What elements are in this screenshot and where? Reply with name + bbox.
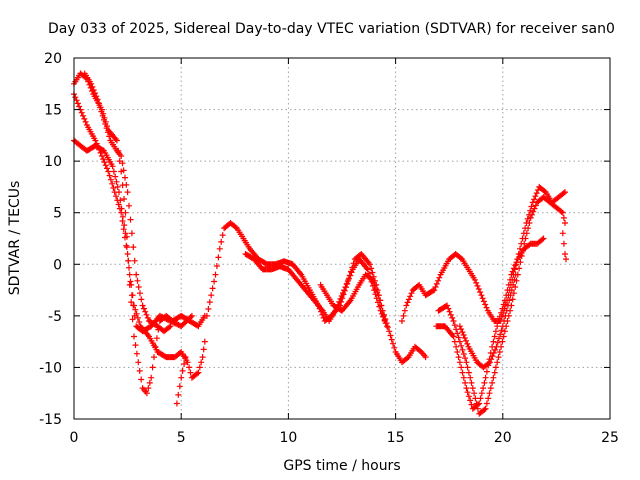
x-tick-label: 15 [387,430,405,446]
plot-frame [73,57,611,420]
point-markers [399,183,568,324]
x-tick-label: 20 [494,430,512,446]
series-sat-d [81,70,174,335]
x-tick-label: 5 [177,430,186,446]
point-markers [456,271,519,371]
point-markers [433,235,547,412]
chart-title: Day 033 of 2025, Sidereal Day-to-day VTE… [48,21,615,37]
point-markers [435,194,568,417]
y-tick-label: 20 [44,51,62,67]
y-tick-label: 10 [44,154,62,170]
x-tick-label: 25 [601,430,619,446]
x-tick-label: 0 [70,430,79,446]
y-tick-label: 5 [53,206,62,222]
point-markers [203,220,429,366]
series-sat-c [71,137,208,381]
series-sat-k [435,194,568,417]
grid [74,58,610,419]
point-markers [173,354,189,407]
series-sat-l [456,271,519,371]
point-markers [559,230,569,263]
axis-ticks: 0 5 10 15 20 25 -15 -10 -5 0 5 10 15 20 [39,51,619,446]
point-markers [71,70,208,397]
series-sat-j [433,235,547,412]
y-tick-label: 0 [53,257,62,273]
point-markers [317,271,388,324]
y-tick-label: -15 [39,412,62,428]
series-sat-m [559,230,569,263]
x-axis-label: GPS time / hours [283,458,400,474]
series-sat-i [399,183,568,324]
data-marks [71,70,569,417]
series-sat-a [71,70,208,397]
y-axis-label: SDTVAR / TECUs [7,181,23,296]
y-tick-label: -10 [39,360,62,376]
y-tick-label: 15 [44,103,62,119]
y-tick-label: -5 [48,309,62,325]
series-sat-e [173,354,189,407]
series-sat-h [317,271,388,324]
x-tick-label: 10 [279,430,297,446]
series-sat-f [203,220,429,366]
point-markers [81,70,174,335]
point-markers [71,137,208,381]
